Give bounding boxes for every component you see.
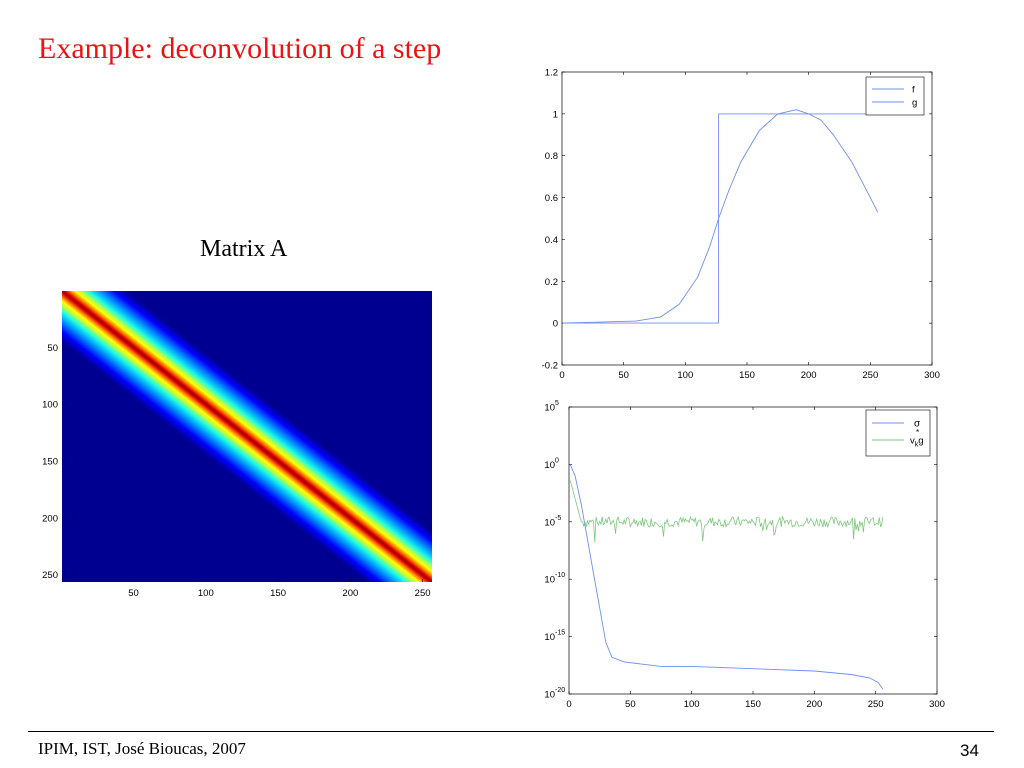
plot1-y-tick-label: 0.2	[545, 277, 558, 288]
heatmap-y-tick-label: 50	[47, 343, 58, 354]
plot2-legend-label-sigma: σ	[914, 419, 921, 430]
plot1-x-tick-label: 50	[618, 370, 629, 381]
matrix-title: Matrix A	[200, 236, 288, 262]
plot1-x-tick-label: 150	[739, 370, 755, 381]
plot2-y-tick-exponent: -15	[555, 630, 565, 637]
plot2-y-tick-exponent: -5	[555, 515, 561, 522]
plot2-x-tick-label: 150	[745, 699, 761, 710]
plot2-x-tick-label: 0	[566, 699, 571, 710]
footer-text: IPIM, IST, José Bioucas, 2007	[38, 739, 246, 758]
plot2-x-tick-label: 250	[868, 699, 884, 710]
heatmap-x-tick-label: 150	[270, 588, 286, 599]
plot2-x-tick-label: 50	[625, 699, 636, 710]
plot1-legend-label-g: g	[912, 98, 917, 109]
plot2-y-tick-label: 10	[544, 575, 555, 586]
plot1-x-tick-label: 300	[924, 370, 940, 381]
plot2-y-tick-exponent: 5	[555, 400, 559, 407]
plot1-y-tick-label: -0.2	[542, 361, 558, 372]
plot1-x-tick-label: 100	[677, 370, 693, 381]
page-number: 34	[960, 741, 979, 760]
plot1-x-tick-label: 0	[559, 370, 564, 381]
heatmap-y-tick-label: 250	[42, 570, 58, 581]
plot2-x-tick-label: 300	[929, 699, 945, 710]
plot2-legend-box	[865, 409, 931, 457]
heatmap-x-tick-label: 100	[198, 588, 214, 599]
plot2-x-tick-label: 200	[806, 699, 822, 710]
heatmap-y-tick-label: 100	[42, 400, 58, 411]
plot1-y-tick-label: 0.8	[545, 151, 558, 162]
plot2-legend-label-vkg: vkg	[910, 436, 924, 449]
plot2-legend-star: *	[916, 428, 919, 437]
slide-title: Example: deconvolution of a step	[38, 32, 442, 65]
footer-divider	[28, 731, 994, 732]
plot1-y-tick-label: 0.4	[545, 235, 558, 246]
plot1-y-tick-label: 1.2	[545, 68, 558, 79]
plot2-y-tick-label: 10	[544, 403, 555, 414]
plot1-y-tick-label: 0.6	[545, 193, 558, 204]
heatmap-x-tick-label: 250	[415, 588, 431, 599]
plot2-y-tick-label: 10	[544, 632, 555, 643]
plot2-y-tick-exponent: 0	[555, 457, 559, 464]
plot2-y-tick-label: 10	[544, 690, 555, 701]
plot1-y-tick-label: 0	[553, 319, 558, 330]
heatmap-x-tick-label: 50	[128, 588, 139, 599]
plot1-series-g-line	[563, 109, 879, 324]
plot1-y-tick-label: 1	[553, 109, 558, 120]
plot2-y-tick-label: 10	[544, 517, 555, 528]
heatmap-x-tick-label: 200	[342, 588, 358, 599]
plot2-series-vkg-line	[569, 480, 884, 543]
plot1-x-tick-label: 200	[801, 370, 817, 381]
plot1-x-tick-label: 250	[862, 370, 878, 381]
heatmap-diagonal-band	[62, 291, 432, 582]
plot2-x-tick-label: 100	[684, 699, 700, 710]
heatmap-y-tick-label: 150	[42, 456, 58, 467]
heatmap-y-tick-label: 200	[42, 513, 58, 524]
plot2-series-sigma-line	[569, 464, 884, 690]
plot2-y-tick-exponent: -20	[555, 687, 565, 694]
plot1-axes-box	[561, 71, 933, 366]
plot2-y-tick-exponent: -10	[555, 572, 565, 579]
plot1-legend-box	[865, 76, 925, 116]
plot1-legend-label-f: f	[912, 85, 915, 96]
plot2-y-tick-label: 10	[544, 460, 555, 471]
